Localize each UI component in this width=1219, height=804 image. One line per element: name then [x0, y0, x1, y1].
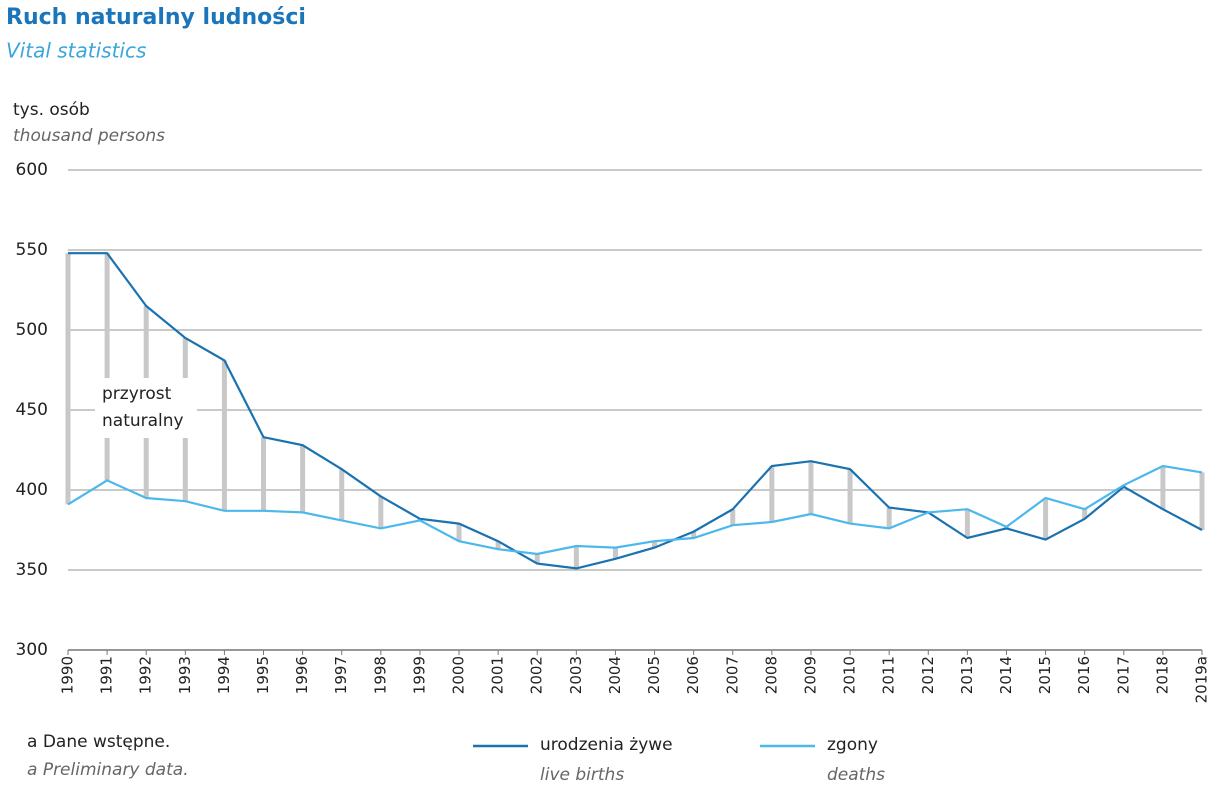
x-tick-label: 2013	[958, 656, 976, 694]
x-tick-label: 2004	[606, 656, 624, 694]
x-tick-label: 1999	[410, 656, 428, 694]
series-line	[68, 252, 1203, 570]
x-tick-label: 2007	[723, 656, 741, 694]
x-tick-label: 2002	[528, 656, 546, 694]
y-tick-label: 600	[16, 160, 48, 180]
y-tick-label: 550	[16, 240, 48, 260]
x-tick-label: 2019a	[1193, 656, 1211, 703]
x-tick-label: 2015	[1036, 656, 1054, 694]
x-tick-label: 1993	[176, 656, 194, 694]
y-axis-label: tys. osób	[13, 100, 90, 120]
x-tick-label: 2009	[801, 656, 819, 694]
y-tick-label: 350	[16, 560, 48, 580]
x-tick-label: 1998	[371, 656, 389, 694]
x-tick-label: 2005	[645, 656, 663, 694]
annotation: przyrost	[102, 384, 172, 404]
series-line	[67, 464, 1203, 556]
x-tick-label: 1996	[293, 656, 311, 694]
x-tick-label: 2010	[841, 656, 859, 694]
x-tick-label: 2000	[450, 656, 468, 694]
x-tick-label: 2014	[997, 656, 1015, 694]
x-tick-label: 1992	[137, 656, 155, 694]
x-tick-label: 1995	[254, 656, 272, 694]
x-tick-label: 2012	[919, 656, 937, 694]
y-tick-label: 450	[16, 400, 48, 420]
x-tick-label: 1990	[59, 656, 77, 694]
x-tick-label: 1994	[215, 656, 233, 694]
y-axis-label-en: thousand persons	[13, 126, 165, 146]
chart-title: Ruch naturalny ludności	[6, 5, 306, 30]
x-tick-label: 2001	[489, 656, 507, 694]
y-tick-label: 500	[16, 320, 48, 340]
chart-subtitle: Vital statistics	[6, 39, 146, 63]
y-tick-label: 400	[16, 480, 48, 500]
footnote: a Dane wstępne.	[27, 732, 170, 752]
annotation: naturalny	[102, 411, 184, 431]
x-tick-label: 1997	[332, 656, 350, 694]
x-tick-label: 2008	[762, 656, 780, 694]
footnote-en: a Preliminary data.	[27, 760, 189, 780]
annotation-box	[95, 378, 197, 438]
legend-label-en: live births	[540, 765, 624, 785]
y-tick-label: 300	[16, 640, 48, 660]
legend-label: urodzenia żywe	[540, 735, 673, 755]
x-tick-label: 2018	[1153, 656, 1171, 694]
x-tick-label: 2011	[880, 656, 898, 694]
x-tick-label: 2016	[1075, 656, 1093, 694]
x-tick-label: 1991	[98, 656, 116, 694]
x-tick-label: 2017	[1114, 656, 1132, 694]
x-tick-label: 2006	[684, 656, 702, 694]
legend-label: zgony	[827, 735, 878, 755]
legend-label-en: deaths	[827, 765, 885, 785]
x-tick-label: 2003	[567, 656, 585, 694]
